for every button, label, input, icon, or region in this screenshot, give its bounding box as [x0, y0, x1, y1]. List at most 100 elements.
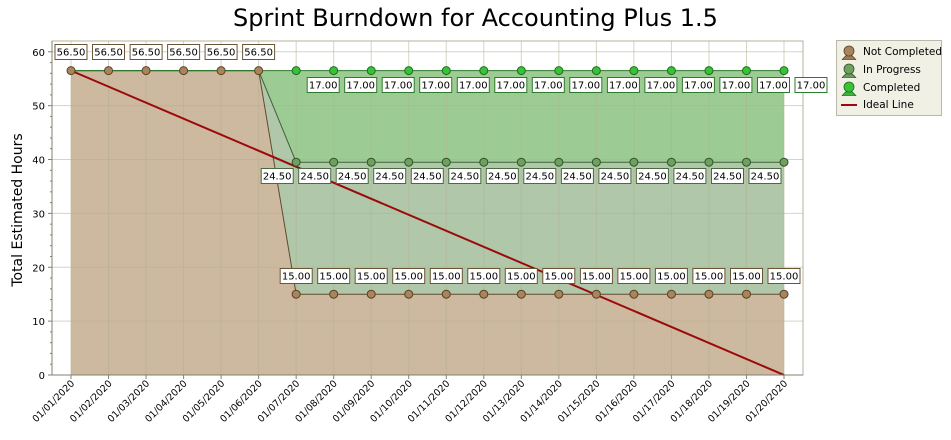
data-label-not-completed: 15.00 [657, 272, 686, 283]
data-label-in-progress: 24.50 [751, 172, 780, 183]
chart-legend: Not Completed In Progress Completed Idea… [836, 40, 942, 116]
data-label-not-completed-box [129, 44, 163, 60]
point-completed [441, 66, 451, 76]
data-label-in-progress-box [523, 168, 557, 184]
data-label-in-progress-box [748, 168, 782, 184]
data-label-not-completed-box [54, 44, 88, 60]
completed-marker-icon [841, 81, 857, 96]
data-label-completed-box [456, 77, 490, 93]
data-label-completed-box [494, 77, 528, 93]
point-not-completed [141, 66, 151, 76]
point-in-progress [366, 157, 376, 167]
data-label-in-progress-box [410, 168, 444, 184]
data-label-not-completed: 56.50 [132, 48, 161, 59]
data-label-in-progress-box [635, 168, 669, 184]
data-label-not-completed: 15.00 [432, 272, 461, 283]
data-label-not-completed: 56.50 [169, 48, 198, 59]
point-completed [479, 66, 489, 76]
data-label-completed: 17.00 [384, 81, 413, 92]
point-in-progress [404, 157, 414, 167]
data-label-completed: 17.00 [346, 81, 375, 92]
data-label-completed: 17.00 [572, 81, 601, 92]
data-label-in-progress: 24.50 [413, 172, 442, 183]
data-label-completed-box [569, 77, 603, 93]
data-label-not-completed-box [692, 268, 726, 284]
data-label-not-completed-box [579, 268, 613, 284]
point-in-progress [441, 157, 451, 167]
data-label-completed-box [531, 77, 565, 93]
data-label-in-progress: 24.50 [638, 172, 667, 183]
data-label-not-completed: 56.50 [57, 48, 86, 59]
data-label-in-progress: 24.50 [488, 172, 517, 183]
data-label-not-completed-box [467, 268, 501, 284]
data-label-completed: 17.00 [684, 81, 713, 92]
point-completed [291, 66, 301, 76]
in-progress-marker-icon [841, 63, 857, 78]
data-label-not-completed: 15.00 [319, 272, 348, 283]
data-label-not-completed-box [617, 268, 651, 284]
y-tick-label: 30 [32, 209, 45, 220]
data-label-not-completed-box [542, 268, 576, 284]
data-label-in-progress: 24.50 [450, 172, 479, 183]
data-label-not-completed-box [767, 268, 801, 284]
point-not-completed [741, 289, 751, 299]
point-in-progress [779, 157, 789, 167]
point-completed [404, 66, 414, 76]
point-in-progress [741, 157, 751, 167]
data-label-in-progress-box [298, 168, 332, 184]
point-in-progress [666, 157, 676, 167]
data-label-not-completed: 15.00 [620, 272, 649, 283]
point-not-completed [291, 289, 301, 299]
data-label-in-progress-box [448, 168, 482, 184]
point-not-completed [366, 289, 376, 299]
point-not-completed [591, 289, 601, 299]
point-completed [666, 66, 676, 76]
y-tick-label: 60 [32, 48, 45, 59]
data-label-in-progress: 24.50 [375, 172, 404, 183]
data-label-in-progress: 24.50 [676, 172, 705, 183]
data-label-not-completed: 56.50 [94, 48, 123, 59]
point-not-completed [629, 289, 639, 299]
point-not-completed [66, 66, 76, 76]
data-label-not-completed: 15.00 [582, 272, 611, 283]
point-in-progress [291, 157, 301, 167]
data-label-in-progress: 24.50 [300, 172, 329, 183]
data-label-not-completed-box [654, 268, 688, 284]
data-label-completed: 17.00 [647, 81, 676, 92]
data-label-not-completed-box [242, 44, 276, 60]
data-label-completed: 17.00 [421, 81, 450, 92]
point-completed [629, 66, 639, 76]
data-label-in-progress: 24.50 [601, 172, 630, 183]
point-in-progress [554, 157, 564, 167]
data-label-not-completed-box [204, 44, 238, 60]
point-in-progress [329, 157, 339, 167]
legend-label-ideal-line: Ideal Line [863, 99, 914, 111]
data-label-not-completed-box [392, 268, 426, 284]
data-label-not-completed: 15.00 [394, 272, 423, 283]
point-completed [366, 66, 376, 76]
point-completed [704, 66, 714, 76]
data-label-not-completed: 56.50 [244, 48, 273, 59]
point-not-completed [216, 66, 226, 76]
legend-label-completed: Completed [863, 82, 921, 94]
data-label-not-completed: 15.00 [545, 272, 574, 283]
data-label-not-completed: 15.00 [770, 272, 799, 283]
data-label-completed-box [306, 77, 340, 93]
point-not-completed [554, 289, 564, 299]
point-not-completed [329, 289, 339, 299]
data-label-completed-box [419, 77, 453, 93]
point-not-completed [779, 289, 789, 299]
data-label-not-completed: 15.00 [357, 272, 386, 283]
data-label-completed-box [644, 77, 678, 93]
point-not-completed [479, 289, 489, 299]
data-label-completed: 17.00 [309, 81, 338, 92]
data-label-not-completed-box [429, 268, 463, 284]
data-label-not-completed: 15.00 [695, 272, 724, 283]
data-label-completed-box [381, 77, 415, 93]
point-not-completed [254, 66, 264, 76]
data-label-completed-box [606, 77, 640, 93]
data-label-completed: 17.00 [759, 81, 788, 92]
data-label-in-progress: 24.50 [263, 172, 292, 183]
data-label-in-progress-box [673, 168, 707, 184]
data-label-in-progress: 24.50 [338, 172, 367, 183]
